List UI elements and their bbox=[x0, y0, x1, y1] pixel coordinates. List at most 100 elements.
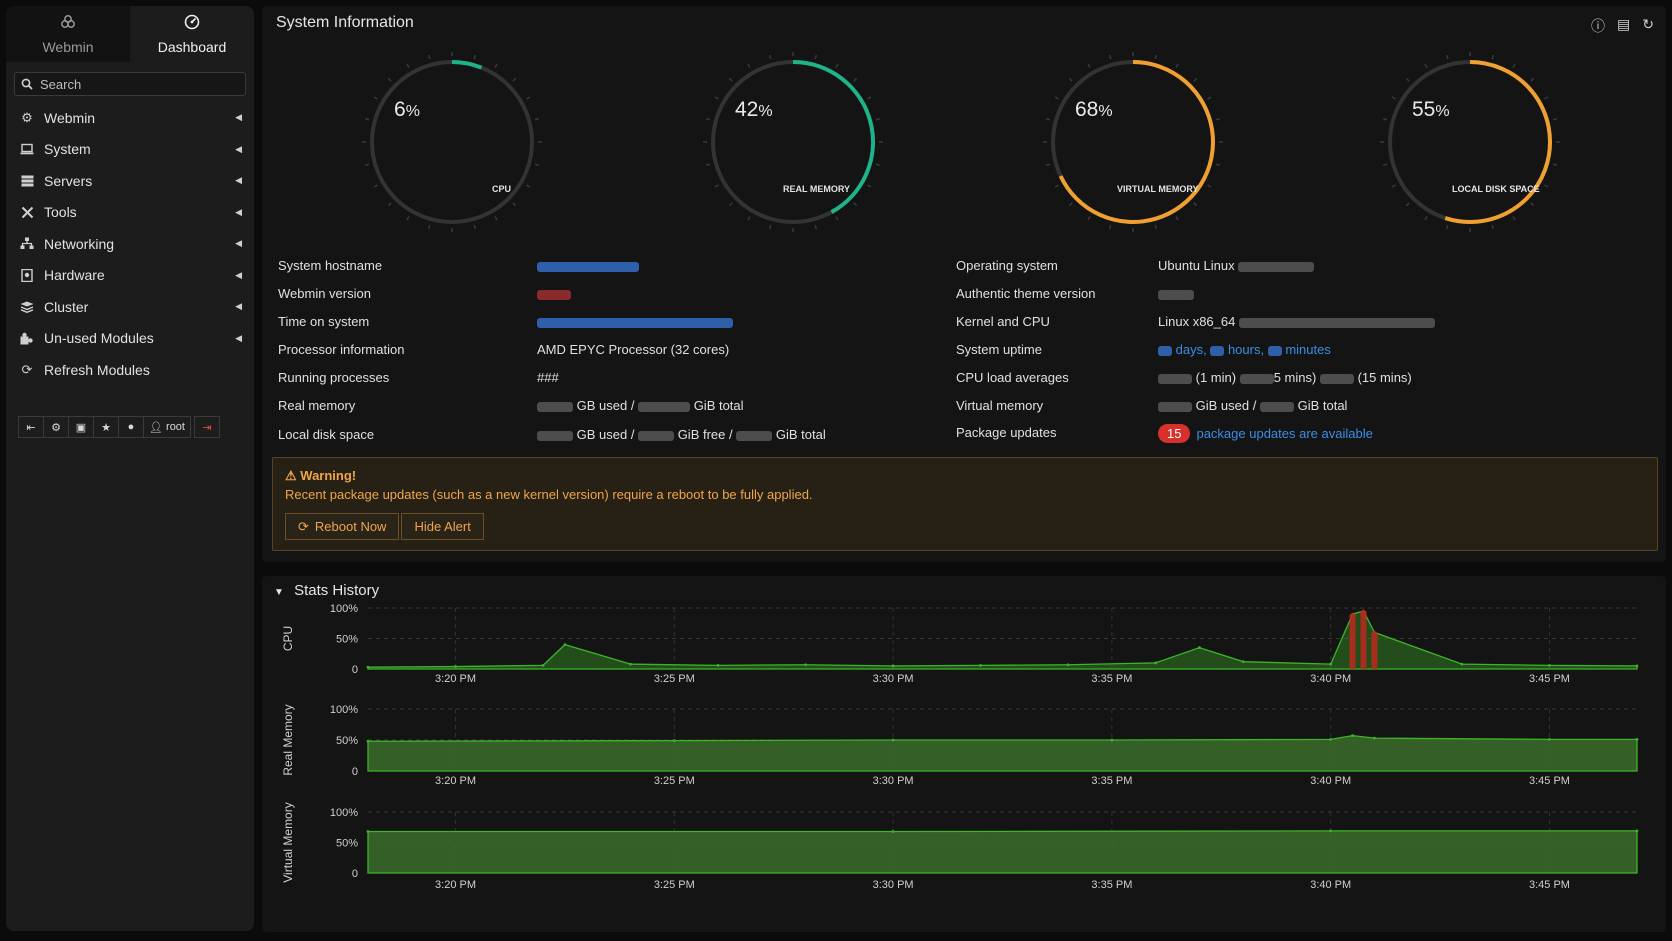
sidebar-item-networking[interactable]: Networking ◀ bbox=[6, 228, 254, 260]
caret-left-icon: ◀ bbox=[235, 332, 242, 343]
data-point bbox=[1198, 646, 1201, 650]
info-realmem-value: GB used / GiB total bbox=[537, 398, 744, 413]
data-point bbox=[1329, 662, 1333, 666]
gauge-tick bbox=[1512, 63, 1516, 68]
sidebar-item-unused-modules[interactable]: Un-used Modules ◀ bbox=[6, 323, 254, 355]
gauge-tick bbox=[427, 224, 431, 230]
info-os-label: Operating system bbox=[956, 258, 1058, 273]
chart-ylabel: Real Memory bbox=[281, 704, 295, 775]
sidebar-item-webmin[interactable]: ⚙ Webmin ◀ bbox=[6, 102, 254, 134]
tab-dashboard[interactable]: Dashboard bbox=[130, 6, 254, 62]
gauge-tick bbox=[1154, 224, 1158, 230]
clipboard-icon[interactable]: ▤ bbox=[1617, 16, 1631, 32]
info-processes-value: ### bbox=[537, 370, 559, 385]
gauge-tick bbox=[1382, 163, 1388, 167]
gauge-tick bbox=[1108, 224, 1112, 230]
gauge-tick bbox=[853, 202, 858, 207]
info-webmin-value bbox=[537, 286, 571, 301]
refresh-icon: ⟳ bbox=[21, 361, 33, 377]
sidebar-item-label: Webmin bbox=[44, 109, 96, 126]
data-point bbox=[1373, 736, 1376, 740]
favorites-button[interactable]: ★ bbox=[93, 416, 119, 438]
sidebar-item-label: Cluster bbox=[44, 298, 89, 315]
data-point bbox=[1329, 737, 1333, 741]
data-point bbox=[891, 830, 895, 833]
gauge-value: 55% bbox=[1412, 98, 1450, 121]
gauge-tick bbox=[1087, 216, 1091, 221]
sidebar-item-system[interactable]: System ◀ bbox=[6, 134, 254, 166]
gear-icon: ⚙ bbox=[21, 109, 33, 125]
gauge-tick bbox=[373, 184, 378, 188]
x-tick-label: 3:40 PM bbox=[1310, 879, 1351, 891]
disk-used-text: GB used / bbox=[576, 427, 635, 442]
x-tick-label: 3:30 PM bbox=[873, 673, 914, 685]
data-point bbox=[891, 738, 895, 742]
server-icon bbox=[19, 175, 35, 187]
info-hostname-value[interactable] bbox=[537, 258, 639, 273]
sidebar-item-hardware[interactable]: Hardware ◀ bbox=[6, 260, 254, 292]
x-tick-label: 3:25 PM bbox=[654, 775, 695, 787]
caret-left-icon: ◀ bbox=[235, 301, 242, 312]
y-tick-label: 0 bbox=[352, 766, 358, 778]
info-time-label: Time on system bbox=[278, 314, 370, 329]
disk-free-text: GiB free / bbox=[677, 427, 733, 442]
gauge-label: VIRTUAL MEMORY bbox=[1117, 184, 1199, 194]
user-button[interactable]: 👤︎ root bbox=[143, 416, 191, 438]
data-point bbox=[629, 662, 632, 666]
sidebar-item-cluster[interactable]: Cluster ◀ bbox=[6, 291, 254, 323]
info-time-value[interactable] bbox=[537, 314, 733, 329]
info-uptime-value[interactable]: days, hours, minutes bbox=[1158, 342, 1331, 357]
kernel-name: Linux x86_64 bbox=[1158, 314, 1236, 329]
chart-ylabel: Virtual Memory bbox=[281, 802, 295, 882]
caret-down-icon: ▼ bbox=[274, 587, 284, 598]
x-tick-label: 3:25 PM bbox=[654, 673, 695, 685]
stats-history-title: Stats History bbox=[294, 582, 380, 599]
gauge-tick bbox=[473, 54, 477, 60]
sidebar-item-servers[interactable]: Servers ◀ bbox=[6, 165, 254, 197]
theme-button[interactable]: ● bbox=[118, 416, 144, 438]
y-tick-label: 0 bbox=[352, 664, 358, 676]
info-updates-value[interactable]: 15 package updates are available bbox=[1158, 424, 1373, 443]
network-icon bbox=[19, 237, 35, 250]
info-load-value: (1 min) 5 mins) (15 mins) bbox=[1158, 370, 1412, 385]
x-tick-label: 3:30 PM bbox=[873, 775, 914, 787]
gauge-tick bbox=[473, 224, 477, 230]
laptop-icon bbox=[19, 143, 35, 155]
chart-0: CPU 100% 50% 0 3:20 PM 3:25 PM 3:30 PM 3:35 PM 3… bbox=[281, 603, 1639, 685]
collapse-button[interactable]: ⇤ bbox=[18, 416, 44, 438]
y-tick-label: 100% bbox=[330, 807, 358, 819]
gauge-tick bbox=[714, 96, 719, 100]
logout-button[interactable]: ⇥ bbox=[194, 416, 220, 438]
updates-link[interactable]: package updates are available bbox=[1196, 426, 1373, 441]
info-os-value: Ubuntu Linux bbox=[1158, 258, 1315, 273]
gauge-tick bbox=[534, 117, 540, 121]
warning-alert: ⚠ Warning! Recent package updates (such … bbox=[272, 457, 1658, 551]
series-area bbox=[367, 735, 1638, 772]
data-point bbox=[672, 739, 676, 743]
reload-icon[interactable]: ↻ bbox=[1642, 16, 1654, 32]
sidebar-item-tools[interactable]: Tools ◀ bbox=[6, 197, 254, 229]
data-point bbox=[366, 665, 370, 669]
hide-alert-button[interactable]: Hide Alert bbox=[401, 513, 484, 540]
reboot-now-button[interactable]: ⟳ Reboot Now bbox=[285, 513, 400, 540]
gauge-tick bbox=[1215, 163, 1221, 167]
tab-webmin[interactable]: Webmin bbox=[6, 6, 130, 62]
help-icon[interactable]: ⓘ bbox=[1591, 18, 1606, 34]
stats-history-toggle[interactable]: ▼ Stats History bbox=[274, 582, 379, 599]
gauge-tick bbox=[875, 163, 881, 167]
terminal-button[interactable]: ▣ bbox=[68, 416, 94, 438]
gauge-ring bbox=[703, 52, 883, 232]
x-tick-label: 3:20 PM bbox=[435, 879, 476, 891]
search-input[interactable] bbox=[40, 76, 230, 92]
webmin-icon bbox=[60, 14, 76, 35]
puzzle-icon bbox=[19, 332, 35, 345]
gauge-label: CPU bbox=[492, 184, 512, 194]
gauge-tick bbox=[768, 224, 772, 230]
highlight-spike bbox=[1371, 632, 1378, 669]
gauge-tick bbox=[1154, 54, 1158, 60]
sidebar-item-refresh-modules[interactable]: ⟳ Refresh Modules bbox=[6, 354, 254, 386]
settings-button[interactable]: ⚙ bbox=[43, 416, 69, 438]
gauge-tick bbox=[1193, 202, 1198, 207]
stats-charts: CPU 100% 50% 0 3:20 PM 3:25 PM 3:30 PM 3:35 PM 3… bbox=[281, 603, 1639, 891]
y-tick-label: 50% bbox=[336, 838, 358, 850]
